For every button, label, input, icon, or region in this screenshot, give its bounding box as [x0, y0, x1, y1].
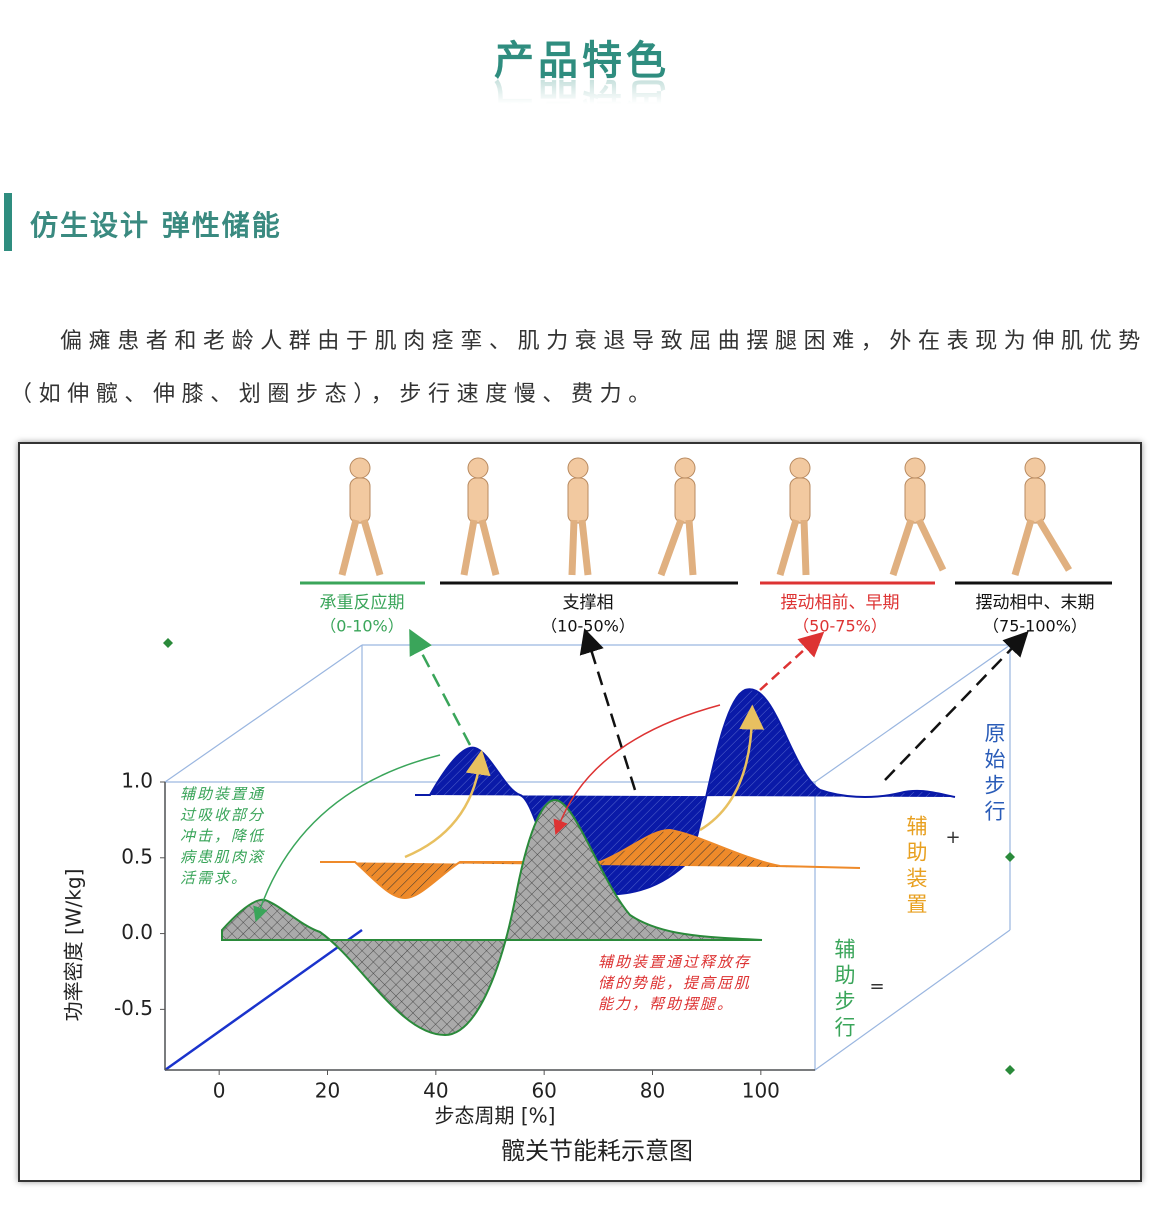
- annotation-line: 辅助装置通: [180, 785, 265, 803]
- y-tick-label: 0.5: [121, 844, 153, 868]
- x-axis-label: 步态周期 [%]: [435, 1104, 556, 1128]
- y-axis-label: 功率密度 [W/kg]: [62, 869, 86, 1022]
- x-tick-label: 60: [531, 1079, 556, 1103]
- y-tick-label: -0.5: [114, 996, 153, 1020]
- annotation-line: 冲击，降低: [180, 827, 265, 845]
- phase-name: 摆动相中、末期: [976, 593, 1095, 613]
- assisted-curve: [221, 798, 763, 1037]
- phase-name: 支撑相: [563, 593, 614, 613]
- x-tick-label: 80: [640, 1079, 665, 1103]
- y-tick-label: 1.0: [121, 769, 153, 793]
- phase-range: （50-75%）: [793, 617, 887, 636]
- body-line: 偏瘫患者和老龄人群由于肌肉痉挛、肌力衰退导致屈曲摆腿困难，外在表现为伸肌优势: [60, 329, 1147, 354]
- annotation-line: 能力，帮助摆腿。: [598, 995, 734, 1013]
- x-tick-label: 100: [742, 1079, 780, 1103]
- phase-range: （0-10%）: [320, 617, 404, 636]
- phase-range: （75-100%）: [983, 617, 1087, 636]
- arrows: [253, 628, 1029, 923]
- x-tick-label: 20: [315, 1079, 340, 1103]
- annotation-line: 储的势能，提高屈肌: [598, 974, 751, 992]
- series-label: 原始步行: [982, 722, 1006, 826]
- y-tick-label: 0.0: [121, 920, 153, 944]
- series-label: 辅助装置: [904, 815, 928, 919]
- walking-figures: [338, 457, 1073, 577]
- annotation-line: 辅助装置通过释放存: [598, 953, 751, 971]
- series-label: 辅助步行: [832, 938, 856, 1042]
- phase-name: 承重反应期: [320, 593, 405, 613]
- phase-range: （10-50%）: [541, 617, 635, 636]
- page-title: 产品特色: [494, 38, 670, 84]
- x-tick-label: 40: [423, 1079, 448, 1103]
- figure-caption: 髋关节能耗示意图: [501, 1137, 693, 1165]
- phase-name: 摆动相前、早期: [781, 593, 900, 613]
- annotation-line: 活需求。: [180, 869, 248, 887]
- x-tick-label: 0: [213, 1079, 226, 1103]
- section-heading: 仿生设计 弹性储能: [30, 209, 282, 242]
- figure-frame: [18, 442, 1142, 1182]
- annotation-line: 病患肌肉滚: [180, 848, 265, 866]
- heading-bar: [4, 193, 12, 251]
- annotation-line: 过吸收部分: [180, 806, 265, 824]
- operator: =: [869, 976, 884, 997]
- operator: +: [945, 827, 960, 848]
- body-line: （如伸髋、伸膝、划圈步态），步行速度慢、费力。: [10, 382, 657, 407]
- markers: [163, 638, 1015, 1075]
